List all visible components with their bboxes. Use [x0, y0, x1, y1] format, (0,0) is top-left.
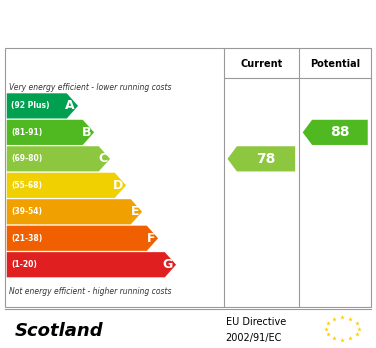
Text: (92 Plus): (92 Plus)	[11, 101, 50, 110]
Text: 78: 78	[256, 152, 276, 166]
Text: A: A	[65, 100, 75, 112]
Polygon shape	[227, 146, 295, 172]
Text: Current: Current	[240, 59, 282, 69]
Polygon shape	[7, 120, 94, 145]
Polygon shape	[7, 93, 78, 118]
Text: EU Directive: EU Directive	[226, 317, 286, 327]
Text: C: C	[98, 152, 107, 165]
Text: B: B	[82, 126, 91, 139]
Polygon shape	[7, 146, 110, 172]
Text: 88: 88	[330, 125, 350, 139]
Text: (69-80): (69-80)	[11, 154, 42, 163]
Text: (1-20): (1-20)	[11, 260, 37, 269]
Polygon shape	[7, 173, 126, 198]
Text: D: D	[113, 179, 123, 192]
Text: (21-38): (21-38)	[11, 234, 42, 243]
Text: 2002/91/EC: 2002/91/EC	[226, 333, 282, 343]
Text: Not energy efficient - higher running costs: Not energy efficient - higher running co…	[9, 286, 172, 295]
Text: E: E	[130, 205, 139, 218]
Text: (55-68): (55-68)	[11, 181, 42, 190]
Polygon shape	[7, 226, 158, 251]
Text: G: G	[163, 258, 173, 271]
Text: F: F	[147, 232, 155, 245]
Polygon shape	[7, 199, 142, 224]
Text: Potential: Potential	[310, 59, 360, 69]
Text: (39-54): (39-54)	[11, 207, 42, 216]
Text: Scotland: Scotland	[15, 322, 104, 340]
Polygon shape	[303, 120, 368, 145]
Text: Energy Efficiency Rating: Energy Efficiency Rating	[73, 15, 303, 32]
Text: (81-91): (81-91)	[11, 128, 42, 137]
Text: Very energy efficient - lower running costs: Very energy efficient - lower running co…	[9, 83, 172, 92]
Polygon shape	[7, 252, 176, 277]
